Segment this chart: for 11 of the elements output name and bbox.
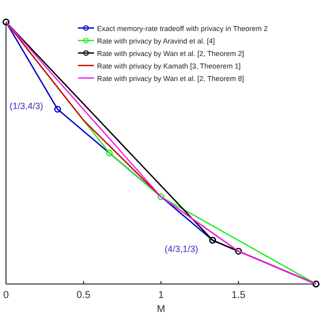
x-axis-title: M (156, 304, 166, 315)
x-tick-label: 0.5 (76, 290, 91, 301)
x-tick-label: 1 (158, 290, 164, 301)
annotation: (4/3,1/3) (164, 244, 198, 254)
point (54, 106, 62, 113)
point (158, 193, 164, 200)
point (106, 150, 113, 156)
point (235, 248, 242, 255)
x-tick-label: 0 (3, 290, 10, 301)
x-tick-label: 1.5 (232, 290, 246, 301)
annotation: (1/3,4/3) (10, 101, 44, 112)
